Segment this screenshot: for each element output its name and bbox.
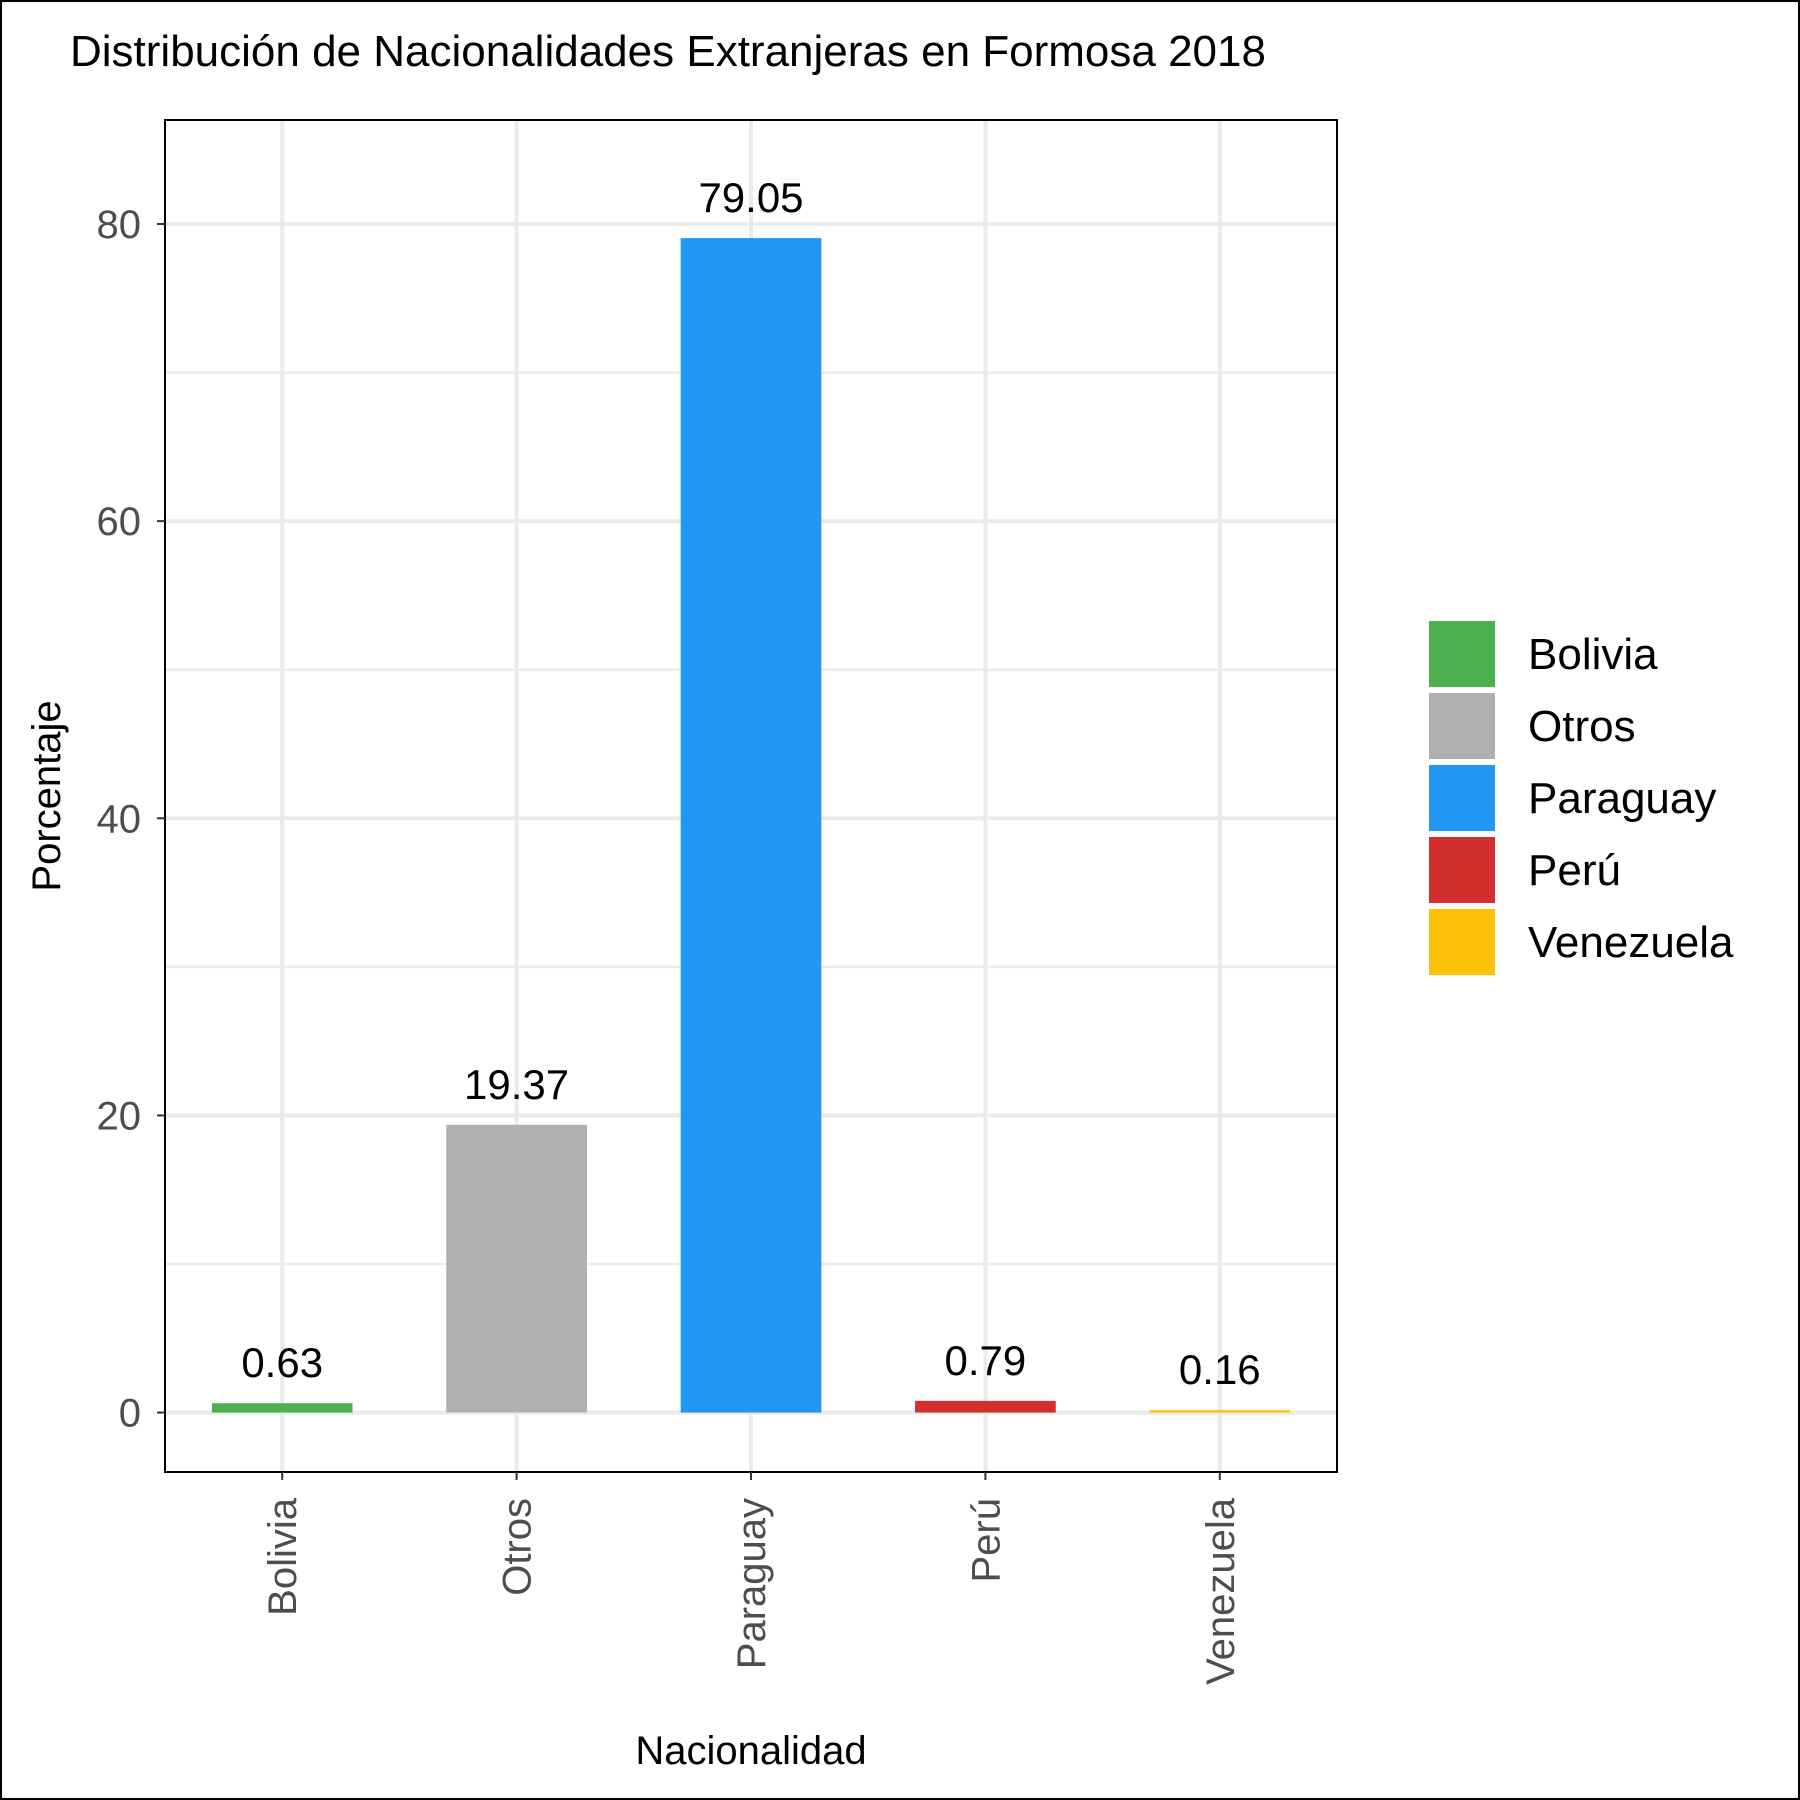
chart-title: Distribución de Nacionalidades Extranjer… [70,27,1266,76]
legend-swatch-perú [1429,837,1495,903]
x-tick-label: Perú [964,1498,1008,1583]
y-tick-label: 20 [97,1094,142,1138]
legend: Bolivia Otros Paraguay Perú Venezuela [1429,621,1734,975]
data-labels: 0.63 19.37 79.05 0.79 0.16 [241,174,1260,1393]
bar-otros [446,1124,587,1413]
bars [211,238,1291,1413]
y-tick-label: 40 [97,797,142,841]
data-label: 0.16 [1179,1346,1261,1393]
y-axis-title: Porcentaje [25,700,69,891]
legend-swatch-bolivia [1429,621,1495,687]
data-label: 0.79 [945,1337,1027,1384]
x-tick-label: Bolivia [261,1497,305,1616]
y-tick-label: 60 [97,500,142,544]
legend-label: Paraguay [1528,774,1716,823]
legend-label: Bolivia [1528,630,1658,679]
y-axis: 0 20 40 60 80 [97,203,165,1436]
y-tick-label: 0 [119,1392,141,1436]
legend-swatch-paraguay [1429,765,1495,831]
data-label: 19.37 [464,1061,569,1108]
x-axis-title: Nacionalidad [635,1729,866,1773]
x-tick-label: Paraguay [730,1498,774,1669]
bar-perú [915,1400,1056,1413]
bar-bolivia [211,1403,353,1413]
legend-swatch-venezuela [1429,909,1495,975]
x-tick-label: Venezuela [1199,1497,1243,1685]
bar-venezuela [1149,1410,1291,1413]
data-label: 79.05 [698,174,803,221]
x-axis: Bolivia Otros Paraguay Perú Venezuela [261,1472,1243,1685]
legend-label: Venezuela [1528,918,1734,967]
y-tick-label: 80 [97,203,142,247]
bar-paraguay [680,238,822,1413]
data-label: 0.63 [241,1339,323,1386]
x-tick-label: Otros [496,1498,540,1596]
legend-label: Perú [1528,846,1621,895]
legend-label: Otros [1528,702,1636,751]
legend-swatch-otros [1429,693,1495,759]
